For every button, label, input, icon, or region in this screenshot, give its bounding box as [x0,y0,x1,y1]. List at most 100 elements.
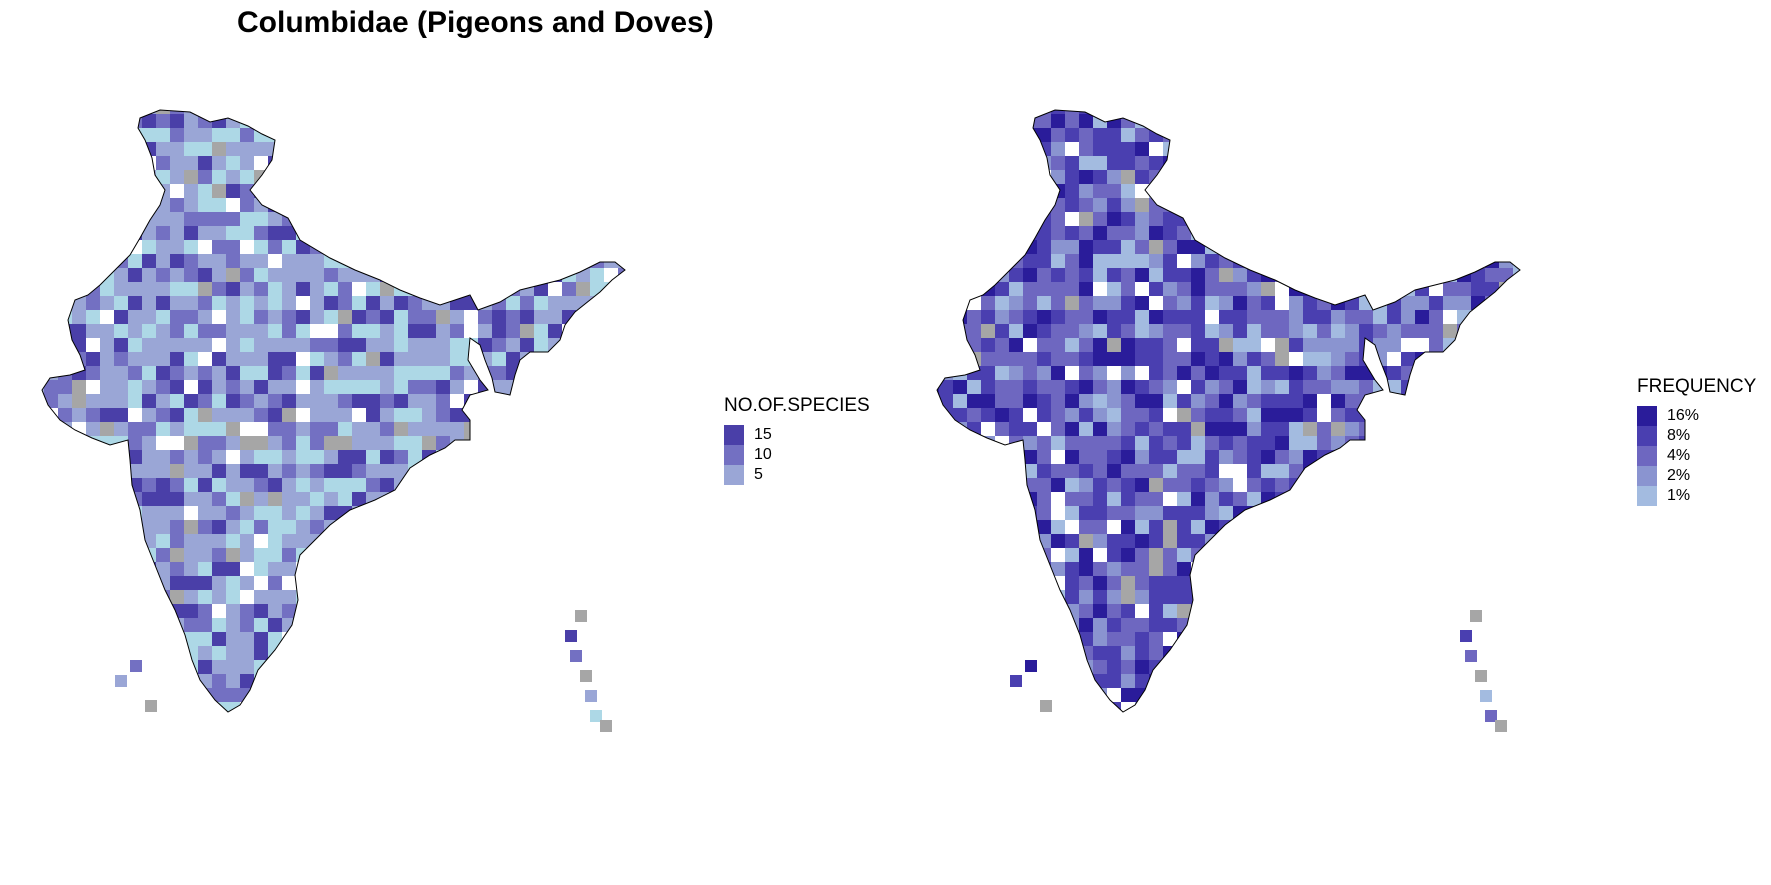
species-cell [282,282,296,296]
species-cell [114,464,128,478]
frequency-cell [939,478,953,492]
frequency-cell [1513,478,1520,492]
frequency-cell [1023,380,1037,394]
frequency-cell [1345,296,1359,310]
species-cell [408,156,422,170]
frequency-cell [939,184,953,198]
species-cell [618,408,625,422]
species-cell [58,226,72,240]
frequency-cell [1009,688,1023,702]
frequency-cell [967,520,981,534]
frequency-cell [1471,380,1485,394]
species-cell [450,646,464,660]
frequency-cell [1359,212,1373,226]
frequency-cell [1303,450,1317,464]
frequency-cell [1345,632,1359,646]
frequency-cell [1303,590,1317,604]
frequency-cell [1331,450,1345,464]
frequency-cell [1387,338,1401,352]
species-cell [534,184,548,198]
species-cell [506,576,520,590]
frequency-cell [1359,492,1373,506]
frequency-cell [1289,366,1303,380]
frequency-cell [1289,128,1303,142]
frequency-cell [1289,590,1303,604]
frequency-cell [1121,324,1135,338]
frequency-cell [1415,394,1429,408]
frequency-cell [1429,422,1443,436]
species-cell [380,254,394,268]
species-cell [422,632,436,646]
species-cell [352,380,366,394]
frequency-cell [1163,590,1177,604]
frequency-cell [1359,506,1373,520]
frequency-cell [995,254,1009,268]
frequency-cell [1219,170,1233,184]
frequency-cell [953,422,967,436]
species-cell [576,436,590,450]
species-cell [226,506,240,520]
species-cell [310,688,324,702]
frequency-cell [967,156,981,170]
species-cell [478,110,492,114]
frequency-cell [1317,380,1331,394]
species-cell [548,506,562,520]
species-cell [506,114,520,128]
frequency-cell [939,114,953,128]
species-cell [44,590,58,604]
frequency-cell [1345,338,1359,352]
frequency-cell [937,576,939,590]
species-cell [268,422,282,436]
species-cell [58,422,72,436]
species-cell [492,464,506,478]
species-cell [142,114,156,128]
frequency-cell [1275,646,1289,660]
frequency-cell [1373,688,1387,702]
frequency-cell [1429,296,1443,310]
species-cell [100,562,114,576]
frequency-cell [1051,114,1065,128]
frequency-cell [1135,436,1149,450]
frequency-cell [967,464,981,478]
frequency-cell [1457,198,1471,212]
frequency-cell [1233,646,1247,660]
species-cell [464,660,478,674]
species-cell [296,436,310,450]
frequency-cell [1107,604,1121,618]
species-cell [380,688,394,702]
frequency-cell [1233,548,1247,562]
species-cell [464,478,478,492]
species-cell [156,352,170,366]
species-cell [226,110,240,114]
frequency-cell [953,646,967,660]
species-cell [450,436,464,450]
frequency-cell [1079,352,1093,366]
species-cell [240,170,254,184]
frequency-cell [1387,110,1401,114]
frequency-cell [1289,478,1303,492]
species-cell [44,548,58,562]
frequency-cell [1373,394,1387,408]
species-cell [44,296,58,310]
species-cell [44,282,58,296]
species-cell [42,142,44,156]
species-cell [72,674,86,688]
frequency-cell [1023,296,1037,310]
frequency-grid [937,110,1520,712]
species-cell [618,478,625,492]
species-cell [44,688,58,702]
species-cell [520,380,534,394]
frequency-cell [1023,240,1037,254]
species-cell [338,394,352,408]
species-cell [576,114,590,128]
frequency-cell [1247,338,1261,352]
species-cell [226,436,240,450]
frequency-cell [1289,464,1303,478]
species-cell [240,436,254,450]
frequency-cell [1373,142,1387,156]
species-cell [324,128,338,142]
frequency-cell [1331,254,1345,268]
species-cell [534,464,548,478]
species-cell [506,394,520,408]
species-cell [72,324,86,338]
